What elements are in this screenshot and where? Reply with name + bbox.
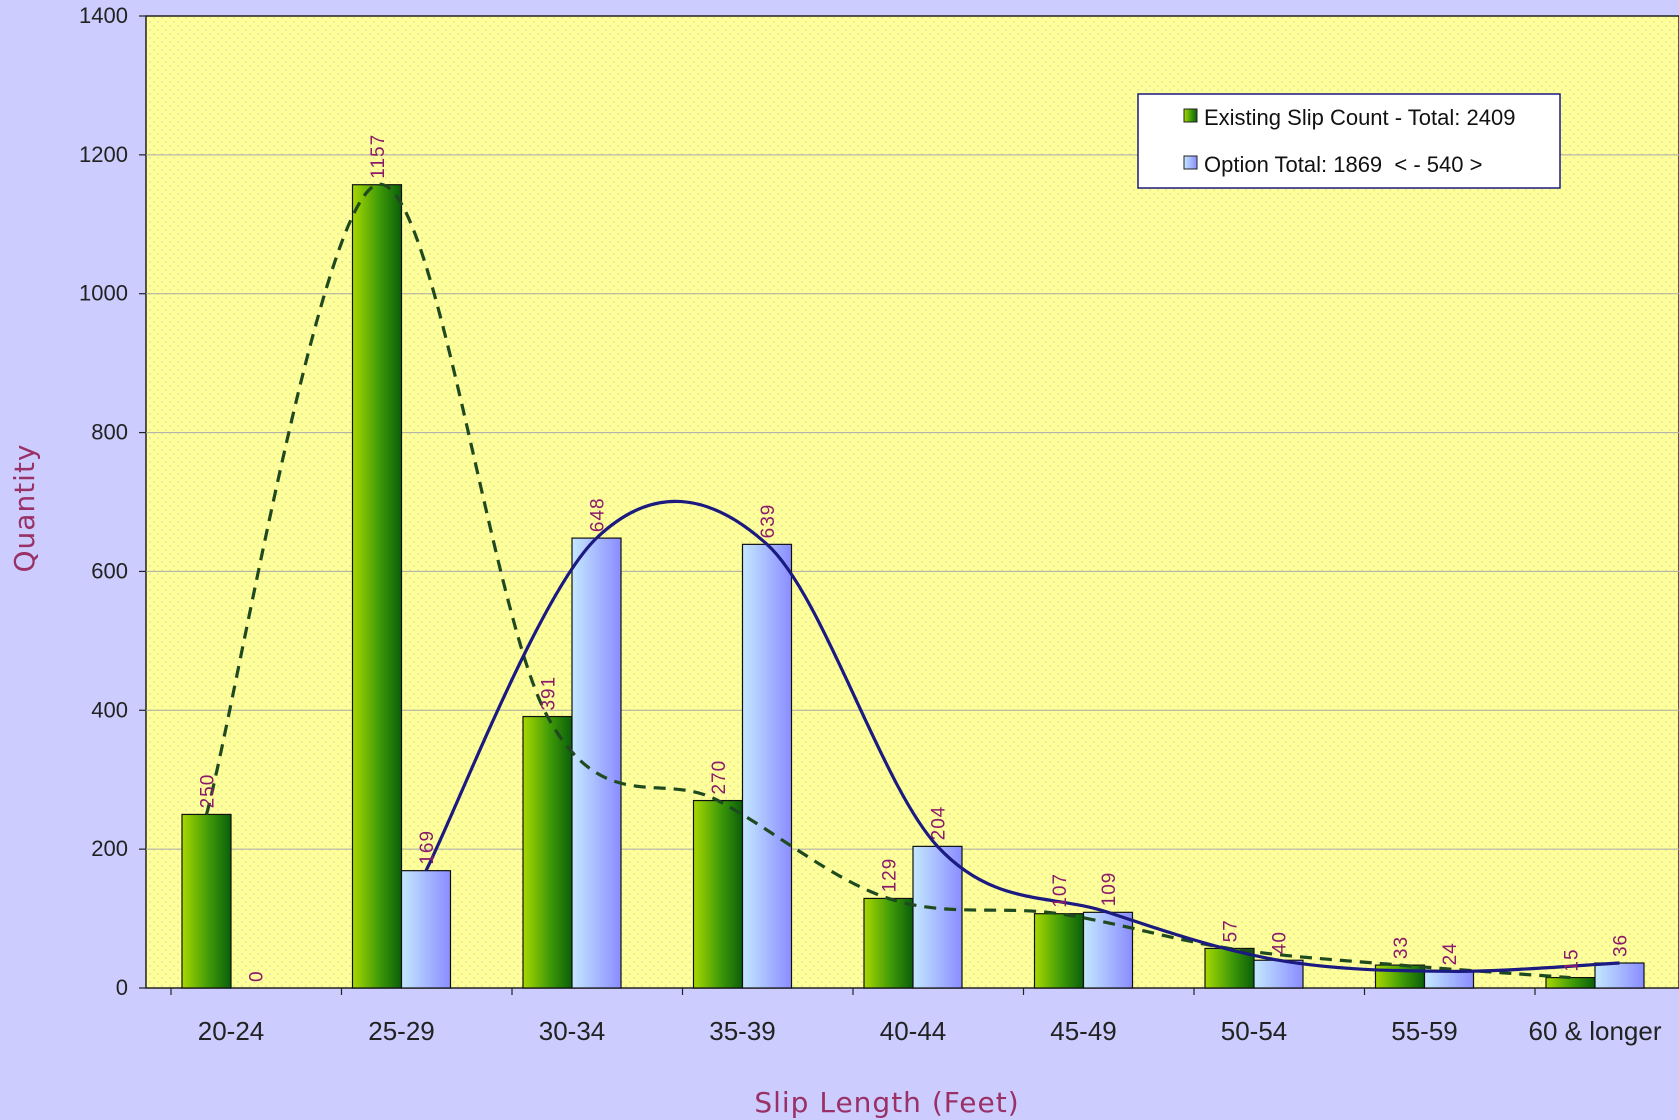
bar [692, 799, 744, 989]
y-tick-label: 0 [116, 975, 128, 1000]
legend: Existing Slip Count - Total: 2409 Option… [1137, 93, 1561, 189]
data-label: 107 [1050, 873, 1071, 908]
data-label: 36 [1611, 934, 1632, 957]
bar [1033, 913, 1085, 989]
legend-swatch-existing [1183, 108, 1198, 123]
trend-lines [204, 183, 1620, 980]
x-category-label: 30-34 [539, 1016, 606, 1046]
data-label: 639 [758, 504, 779, 539]
bar [522, 715, 573, 989]
x-category-label: 40-44 [880, 1016, 947, 1046]
data-label: 204 [929, 806, 950, 841]
legend-box [1137, 93, 1561, 189]
bar [741, 543, 793, 989]
x-category-label: 55-59 [1391, 1016, 1458, 1046]
bar [1253, 959, 1304, 989]
x-category-label: 50-54 [1221, 1016, 1288, 1046]
data-label: 250 [198, 774, 219, 809]
bar [571, 537, 622, 989]
y-tick-label: 1400 [79, 3, 128, 28]
y-tick-label: 800 [91, 420, 128, 445]
x-category-label: 20-24 [198, 1016, 265, 1046]
data-label: 109 [1099, 872, 1120, 907]
data-label: 57 [1221, 919, 1242, 942]
data-label: 169 [417, 830, 438, 865]
data-label: 391 [539, 676, 560, 711]
x-category-label: 35-39 [709, 1016, 776, 1046]
legend-label-option: Option Total: 1869 < - 540 > [1204, 152, 1482, 177]
bars-group [181, 184, 1645, 989]
y-tick-label: 200 [91, 836, 128, 861]
bar [1594, 962, 1645, 989]
data-label: 270 [709, 760, 730, 795]
data-label: 1157 [368, 134, 389, 179]
data-label: 24 [1440, 942, 1461, 965]
trend-line-existing [204, 183, 1571, 980]
data-labels: 250 0 1157 169 391 648 270 639 129 204 107 109 57 40 3… [198, 134, 1632, 982]
y-tick-label: 600 [91, 558, 128, 583]
data-label: 33 [1391, 936, 1412, 959]
data-label: 15 [1562, 948, 1583, 971]
legend-label-existing: Existing Slip Count - Total: 2409 [1204, 105, 1515, 130]
data-label: 0 [247, 970, 268, 982]
bar [1423, 970, 1475, 989]
bar [863, 897, 914, 989]
bar [351, 184, 403, 989]
x-category-label: 45-49 [1050, 1016, 1117, 1046]
data-label: 40 [1270, 931, 1291, 954]
legend-swatch-option [1183, 155, 1198, 170]
trend-line-option [424, 499, 1620, 973]
data-label: 129 [880, 858, 901, 893]
bar [400, 870, 452, 989]
x-axis-title: Slip Length (Feet) [754, 1086, 1019, 1119]
bar [181, 813, 232, 989]
y-axis-title: Quantity [8, 444, 41, 573]
y-axis-ticks: 0 200 400 600 800 1000 1200 1400 [79, 3, 146, 1000]
y-tick-label: 1200 [79, 142, 128, 167]
y-tick-label: 1000 [79, 281, 128, 306]
data-label: 648 [588, 497, 609, 532]
bar [1545, 976, 1596, 989]
x-axis-categories: 20-24 25-29 30-34 35-39 40-44 45-49 50-54 55-59… [170, 988, 1662, 1046]
y-tick-label: 400 [91, 697, 128, 722]
bar [912, 845, 963, 989]
x-category-label: 60 & longer [1529, 1016, 1662, 1046]
x-category-label: 25-29 [368, 1016, 435, 1046]
